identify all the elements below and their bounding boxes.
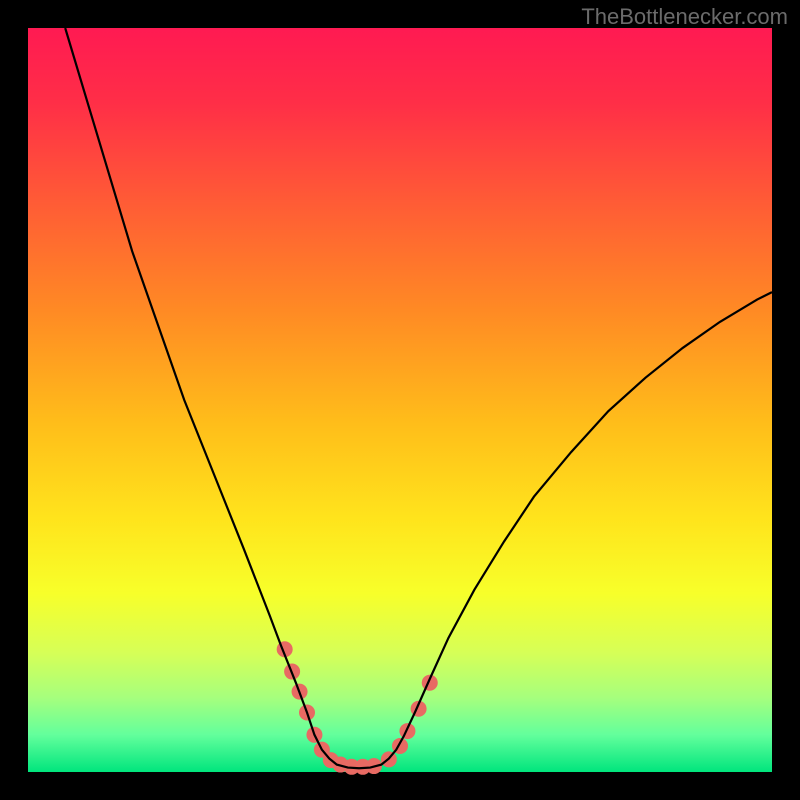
chart-plot-area	[28, 28, 772, 772]
chart-marker	[399, 723, 415, 739]
watermark-label: TheBottlenecker.com	[581, 4, 788, 30]
bottleneck-chart	[0, 0, 800, 800]
chart-container: TheBottlenecker.com	[0, 0, 800, 800]
